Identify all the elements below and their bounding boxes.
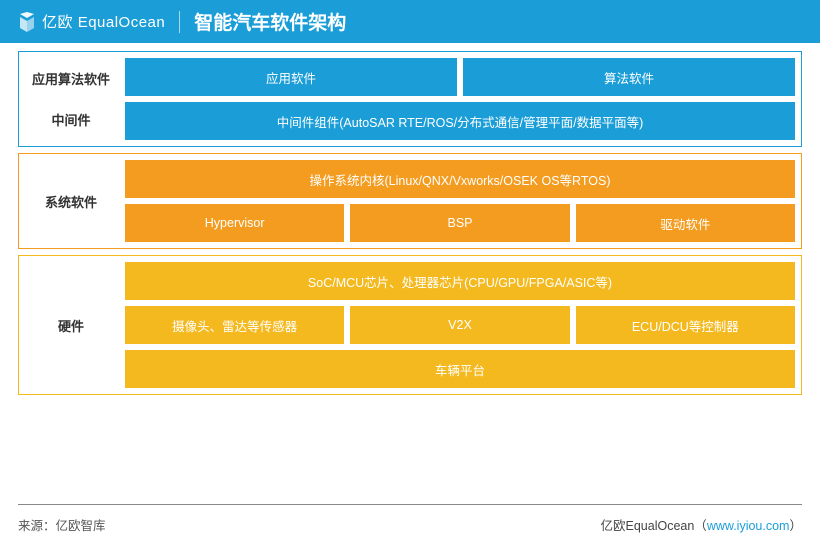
layer-cell: V2X (350, 306, 569, 344)
layer-cell: 车辆平台 (125, 350, 795, 388)
layer-cell: 应用软件 (125, 58, 457, 96)
layer-cell: 操作系统内核(Linux/QNX/Vxworks/OSEK OS等RTOS) (125, 160, 795, 198)
section-1: 系统软件操作系统内核(Linux/QNX/Vxworks/OSEK OS等RTO… (18, 153, 802, 249)
section-label: 应用算法软件 (25, 58, 117, 99)
brand-logo: 亿欧 EqualOcean (18, 11, 165, 32)
section-body: SoC/MCU芯片、处理器芯片(CPU/GPU/FPGA/ASIC等) 摄像头、雷… (125, 262, 795, 388)
layer-cell: 算法软件 (463, 58, 795, 96)
section-2: 硬件SoC/MCU芯片、处理器芯片(CPU/GPU/FPGA/ASIC等) 摄像头… (18, 255, 802, 395)
layer-cell: SoC/MCU芯片、处理器芯片(CPU/GPU/FPGA/ASIC等) (125, 262, 795, 300)
layer-row: 车辆平台 (125, 350, 795, 388)
logo-icon (18, 12, 36, 32)
section-0: 应用算法软件中间件应用软件算法软件中间件组件(AutoSAR RTE/ROS/分… (18, 51, 802, 147)
layer-row: HypervisorBSP驱动软件 (125, 204, 795, 242)
brand-text: 亿欧 EqualOcean (42, 11, 165, 32)
diagram-content: 应用算法软件中间件应用软件算法软件中间件组件(AutoSAR RTE/ROS/分… (0, 43, 820, 498)
layer-cell: ECU/DCU等控制器 (576, 306, 795, 344)
section-label: 中间件 (25, 99, 117, 140)
layer-row: 摄像头、雷达等传感器V2XECU/DCU等控制器 (125, 306, 795, 344)
page-title: 智能汽车软件架构 (194, 8, 346, 35)
layer-cell: Hypervisor (125, 204, 344, 242)
header-divider (179, 11, 180, 33)
layer-row: 操作系统内核(Linux/QNX/Vxworks/OSEK OS等RTOS) (125, 160, 795, 198)
header: 亿欧 EqualOcean 智能汽车软件架构 (0, 0, 820, 43)
source-label: 来源：亿欧智库 (18, 515, 106, 534)
layer-row: SoC/MCU芯片、处理器芯片(CPU/GPU/FPGA/ASIC等) (125, 262, 795, 300)
section-label-col: 系统软件 (25, 160, 117, 242)
attribution: 亿欧EqualOcean（www.iyiou.com） (601, 515, 803, 534)
section-body: 操作系统内核(Linux/QNX/Vxworks/OSEK OS等RTOS) Hy… (125, 160, 795, 242)
layer-row: 中间件组件(AutoSAR RTE/ROS/分布式通信/管理平面/数据平面等) (125, 102, 795, 140)
footer: 来源：亿欧智库 亿欧EqualOcean（www.iyiou.com） (18, 504, 802, 534)
layer-cell: 中间件组件(AutoSAR RTE/ROS/分布式通信/管理平面/数据平面等) (125, 102, 795, 140)
layer-cell: BSP (350, 204, 569, 242)
section-label-col: 硬件 (25, 262, 117, 388)
section-label-col: 应用算法软件中间件 (25, 58, 117, 140)
layer-cell: 驱动软件 (576, 204, 795, 242)
section-body: 应用软件算法软件中间件组件(AutoSAR RTE/ROS/分布式通信/管理平面… (125, 58, 795, 140)
layer-row: 应用软件算法软件 (125, 58, 795, 96)
layer-cell: 摄像头、雷达等传感器 (125, 306, 344, 344)
